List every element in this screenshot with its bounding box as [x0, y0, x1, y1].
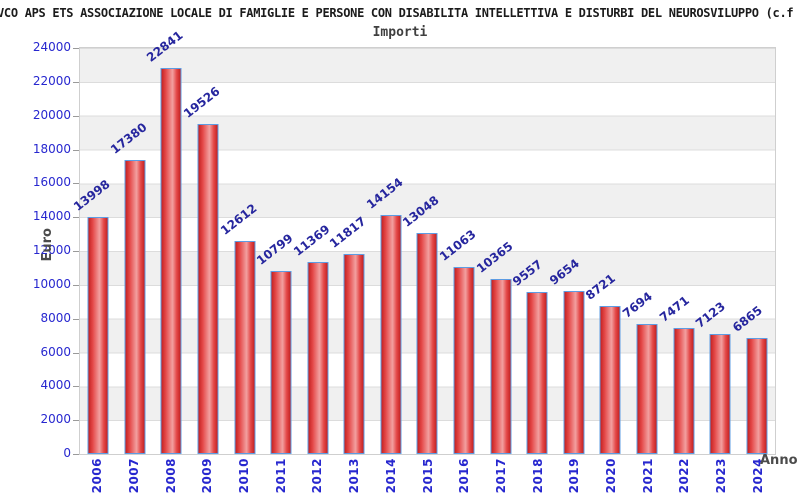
x-tick: 2021 — [629, 458, 666, 493]
bar-group: 12612 — [218, 48, 263, 454]
y-tick-label: 6000 — [40, 344, 71, 359]
y-tick-label: 14000 — [32, 209, 71, 224]
bar-group: 17380 — [108, 48, 154, 454]
x-tick: 2011 — [262, 458, 299, 493]
bar-group: 9654 — [547, 48, 593, 454]
x-tick-label: 2018 — [530, 458, 545, 494]
bar-group: 14154 — [364, 48, 410, 454]
y-tick-label: 22000 — [32, 73, 71, 88]
bar — [160, 68, 182, 454]
bar — [490, 279, 512, 454]
bar — [746, 338, 768, 454]
bar-group: 7694 — [620, 48, 666, 454]
bar-group: 19526 — [181, 48, 227, 454]
y-tick-label: 4000 — [40, 378, 71, 393]
x-tick: 2016 — [446, 458, 483, 493]
bar — [307, 262, 329, 454]
x-tick-label: 2021 — [640, 458, 655, 494]
bar — [673, 328, 695, 454]
x-tick: 2009 — [189, 458, 226, 493]
x-tick-label: 2020 — [603, 458, 618, 494]
x-tick-label: 2010 — [237, 458, 252, 494]
x-tick-label: 2007 — [127, 458, 142, 494]
bar — [380, 215, 402, 454]
bar — [709, 334, 731, 454]
y-tick-label: 0 — [63, 446, 71, 460]
x-tick: 2019 — [556, 458, 593, 493]
bar-value-label: 13998 — [71, 177, 113, 214]
y-tick-label: 18000 — [32, 141, 71, 156]
bar-group: 8721 — [583, 48, 629, 454]
x-tick: 2010 — [226, 458, 263, 493]
x-tick-label: 2006 — [90, 458, 105, 494]
x-tick-label: 2023 — [714, 458, 729, 494]
bar-group: 9557 — [510, 48, 556, 454]
x-tick: 2023 — [703, 458, 740, 493]
x-tick: 2014 — [373, 458, 410, 493]
chart-title: VCO APS ETS ASSOCIAZIONE LOCALE DI FAMIG… — [0, 6, 794, 20]
bar-group: 22841 — [144, 28, 190, 454]
x-tick: 2015 — [409, 458, 446, 493]
x-tick: 2012 — [299, 458, 336, 493]
x-tick-label: 2012 — [310, 458, 325, 494]
x-tick: 2008 — [152, 458, 189, 493]
y-tick-label: 20000 — [32, 107, 71, 122]
x-tick-label: 2016 — [457, 458, 472, 494]
bar — [453, 267, 475, 454]
bar-group: 11817 — [327, 48, 373, 454]
bar — [599, 306, 621, 454]
y-tick-label: 2000 — [40, 412, 71, 427]
x-tick-label: 2015 — [420, 458, 435, 494]
bar-group: 10799 — [254, 48, 300, 454]
bar-group: 7123 — [693, 48, 739, 454]
bar-group: 11369 — [291, 48, 336, 454]
x-tick-label: 2009 — [200, 458, 215, 494]
x-axis-title: Anno — [760, 453, 798, 468]
x-tick-label: 2008 — [163, 458, 178, 494]
x-axis-labels: 2006 2007 2008 2009 2010 2011 2012 2013 2014 2015… — [79, 458, 776, 493]
x-tick-label: 2014 — [383, 458, 398, 494]
bar-group: 6865 — [730, 48, 775, 454]
x-tick: 2020 — [593, 458, 630, 493]
x-tick-label: 2017 — [493, 458, 508, 494]
y-tick-label: 8000 — [40, 310, 71, 325]
x-tick: 2017 — [483, 458, 520, 493]
x-tick: 2013 — [336, 458, 373, 493]
y-tick-label: 16000 — [32, 175, 71, 190]
bar — [124, 160, 146, 454]
bar-group: 13998 — [71, 48, 117, 454]
bar-group: 7471 — [657, 48, 702, 454]
x-tick: 2022 — [666, 458, 703, 493]
x-tick: 2007 — [116, 458, 153, 493]
bar — [343, 254, 365, 454]
x-tick: 2006 — [79, 458, 116, 493]
chart-subtitle: Importi — [372, 25, 428, 40]
bars-container: 13998 17380 22841 19526 12612 10799 11369 11817… — [71, 28, 775, 454]
bar — [636, 324, 658, 454]
y-tick-label: 12000 — [32, 243, 71, 257]
x-tick-label: 2013 — [347, 458, 362, 494]
x-tick: 2018 — [519, 458, 556, 493]
bar — [270, 271, 292, 454]
x-tick-label: 2019 — [567, 458, 582, 494]
x-tick-label: 2022 — [677, 458, 692, 494]
bar-group: 11063 — [437, 48, 483, 454]
y-axis-title: Euro — [40, 228, 55, 262]
bar-group: 13048 — [400, 48, 446, 454]
bar — [526, 292, 548, 454]
bar — [87, 217, 109, 454]
bar — [416, 233, 438, 454]
y-tick-label: 10000 — [32, 276, 71, 291]
y-tick-label: 24000 — [32, 40, 71, 54]
bar — [234, 241, 256, 454]
x-tick-label: 2011 — [273, 458, 288, 494]
bar — [563, 291, 585, 454]
bar-group: 10365 — [474, 48, 519, 454]
plot-area: 13998 17380 22841 19526 12612 10799 11369 11817… — [71, 28, 776, 455]
bar — [197, 124, 219, 454]
